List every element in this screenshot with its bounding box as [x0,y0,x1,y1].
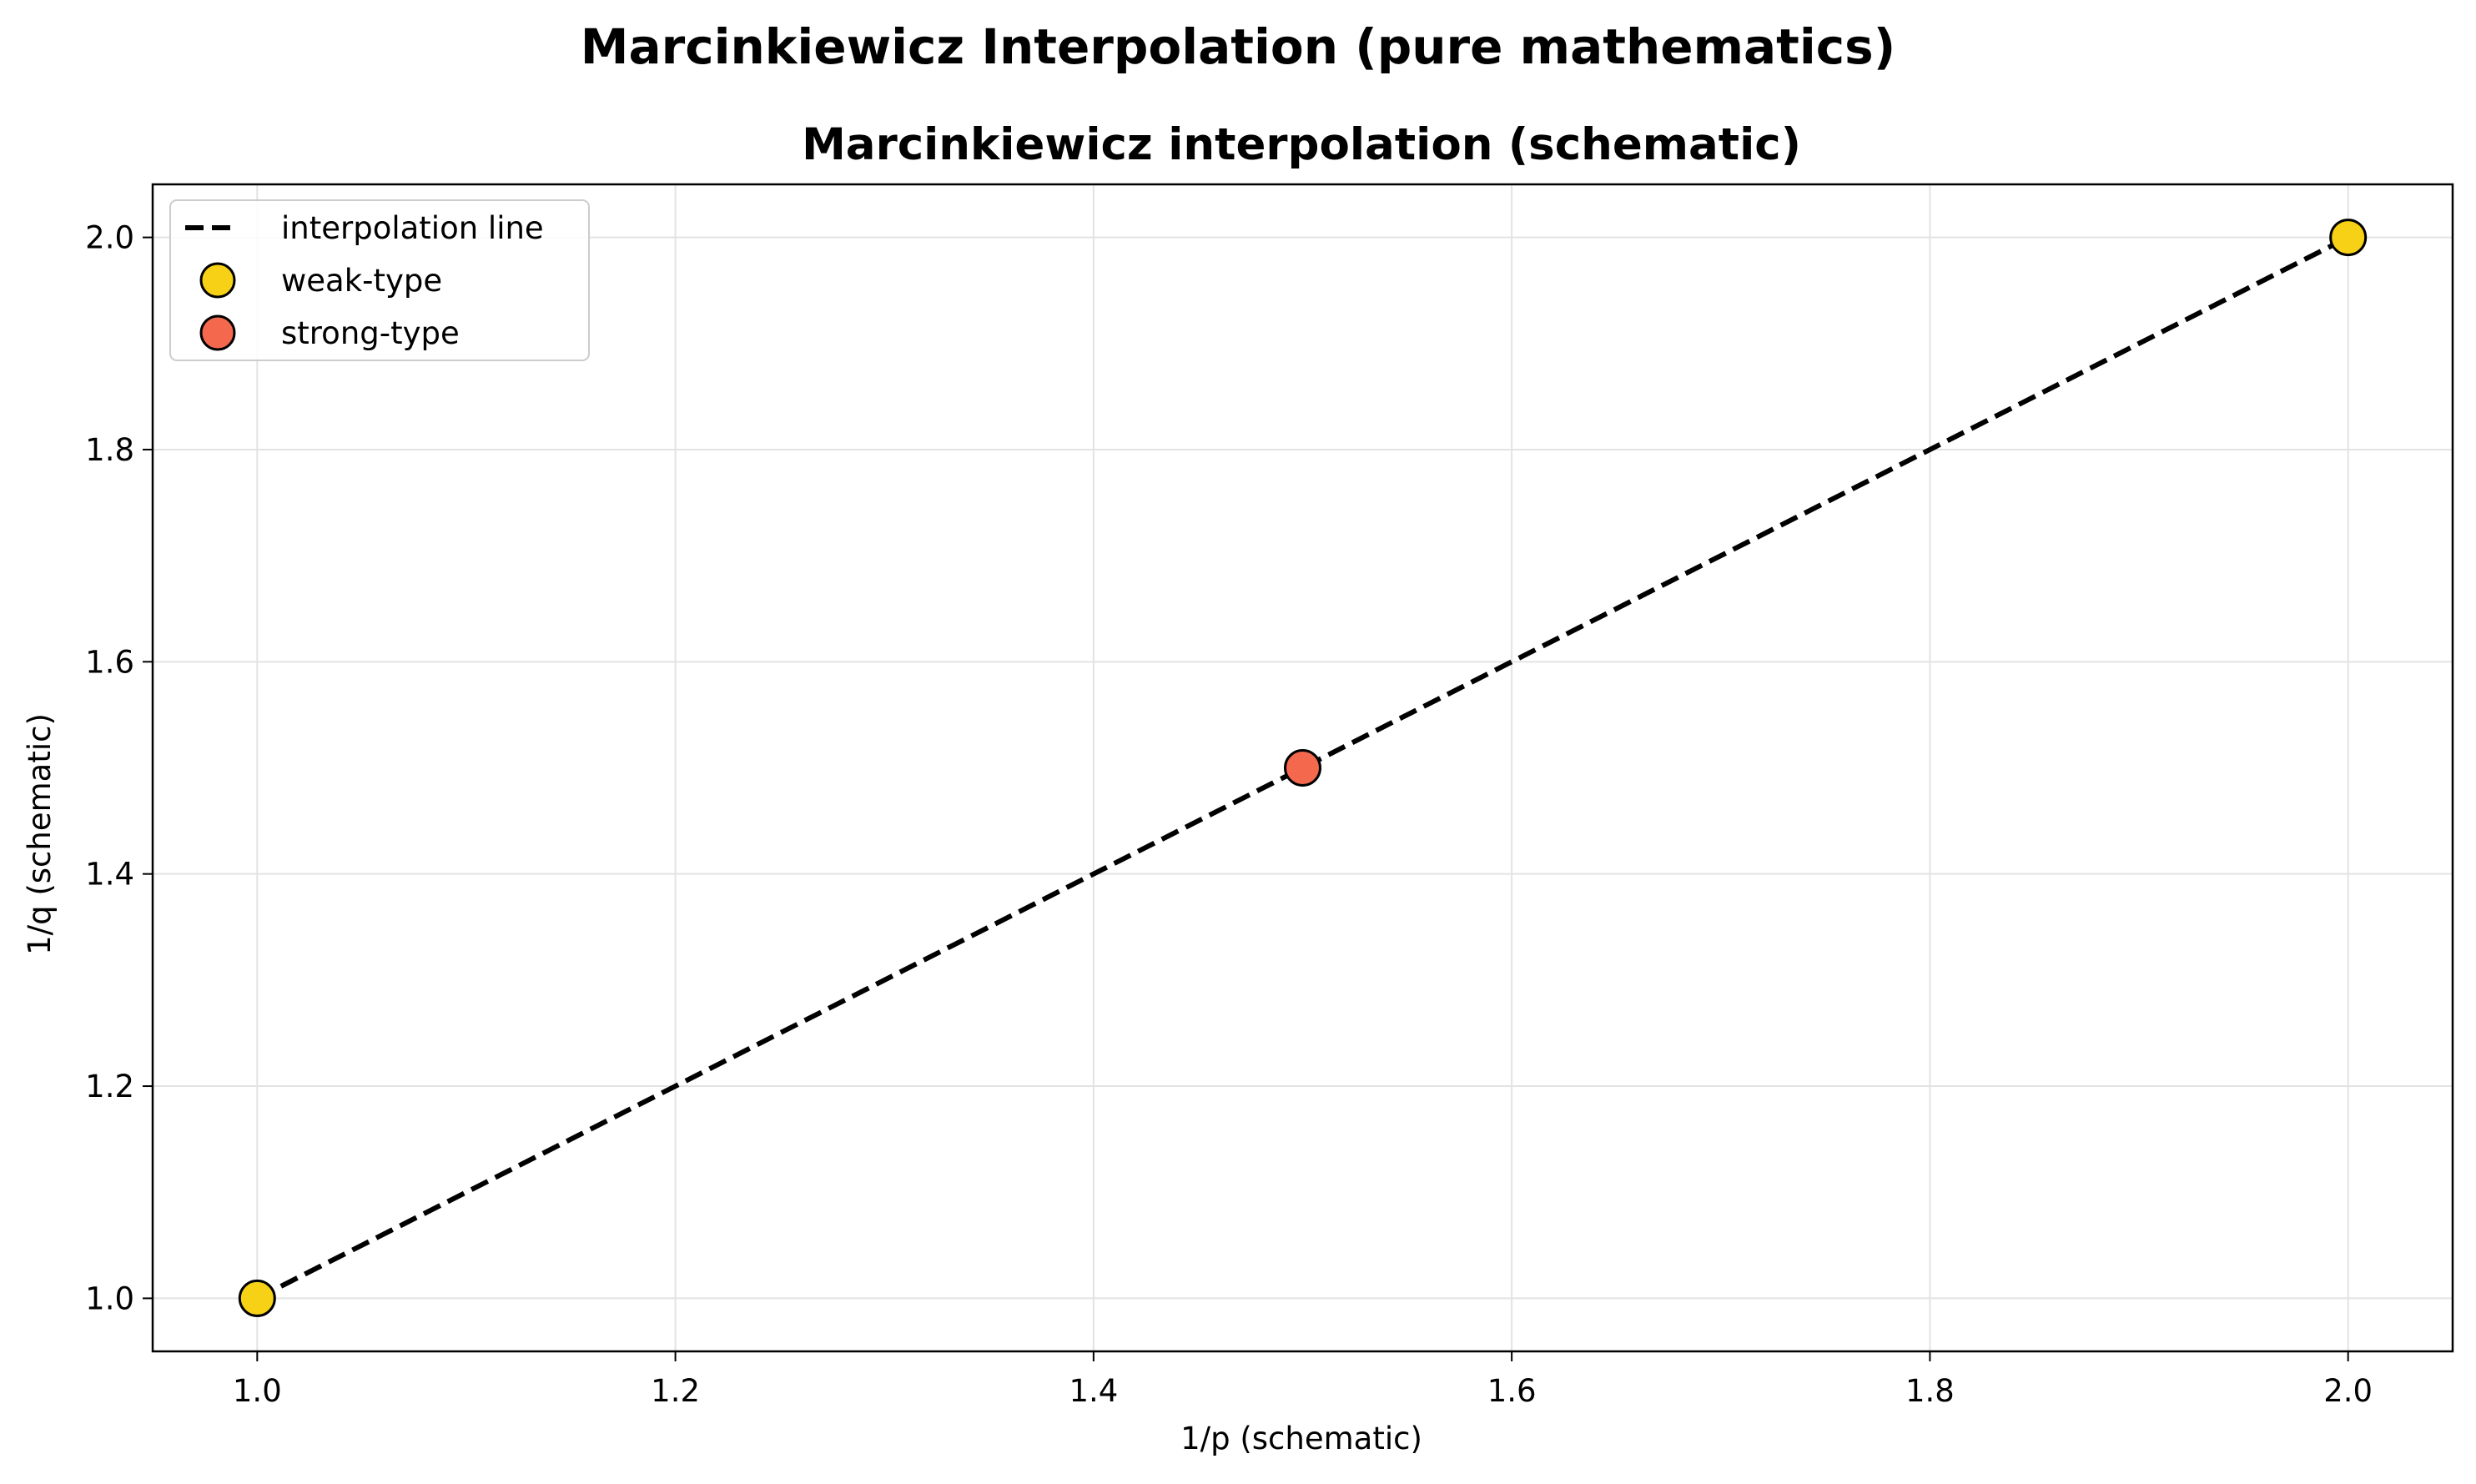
x-tick-label: 1.0 [233,1373,282,1409]
y-axis-label: 1/q (schematic) [22,713,58,955]
chart-title: Marcinkiewicz interpolation (schematic) [802,119,1801,170]
legend-point-marker [199,262,236,299]
y-tick-label: 1.0 [85,1280,134,1316]
legend: interpolation line weak-type strong-type [169,199,590,361]
strong-type-point [1284,749,1321,787]
legend-point-marker [199,314,236,351]
interpolation-line [255,234,2350,1301]
y-tick-label: 1.4 [85,857,134,893]
legend-label: interpolation line [281,210,544,246]
x-axis-label: 1/p (schematic) [1180,1421,1422,1456]
axes-frame [151,183,2454,1353]
x-tick-label: 1.8 [1905,1373,1955,1409]
legend-label: weak-type [281,263,442,299]
weak-type-point [238,1279,276,1317]
legend-box [169,199,590,361]
legend-label: strong-type [281,315,460,351]
x-tick-label: 1.6 [1487,1373,1537,1409]
y-tick-label: 1.2 [85,1069,134,1104]
x-tick-label: 1.2 [651,1373,700,1409]
plot-area: 1.0 1.2 1.4 1.6 1.8 2.0 1.0 1.2 1.4 1.6 1.8 2.0 [85,183,2454,1409]
x-tick-label: 1.4 [1069,1373,1118,1409]
y-tick-label: 1.8 [85,432,134,468]
weak-type-point [2329,219,2368,257]
figure-suptitle: Marcinkiewicz Interpolation (pure mathem… [581,18,1895,75]
x-tick-label: 2.0 [2323,1373,2373,1409]
y-tick-label: 2.0 [85,220,134,256]
y-tick-label: 1.6 [85,644,134,680]
